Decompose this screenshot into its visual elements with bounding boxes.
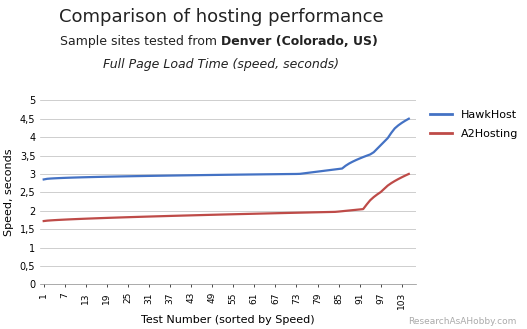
Y-axis label: Speed, seconds: Speed, seconds bbox=[4, 149, 14, 236]
Text: Comparison of hosting performance: Comparison of hosting performance bbox=[59, 8, 384, 26]
Text: Full Page Load Time (speed, seconds): Full Page Load Time (speed, seconds) bbox=[103, 58, 339, 71]
Legend: HawkHost, A2Hosting: HawkHost, A2Hosting bbox=[425, 106, 522, 144]
X-axis label: Test Number (sorted by Speed): Test Number (sorted by Speed) bbox=[141, 315, 315, 325]
Text: ResearchAsAHobby.com: ResearchAsAHobby.com bbox=[408, 317, 516, 326]
Text: Sample sites tested from: Sample sites tested from bbox=[60, 35, 221, 48]
Text: Denver (Colorado, US): Denver (Colorado, US) bbox=[221, 35, 378, 48]
